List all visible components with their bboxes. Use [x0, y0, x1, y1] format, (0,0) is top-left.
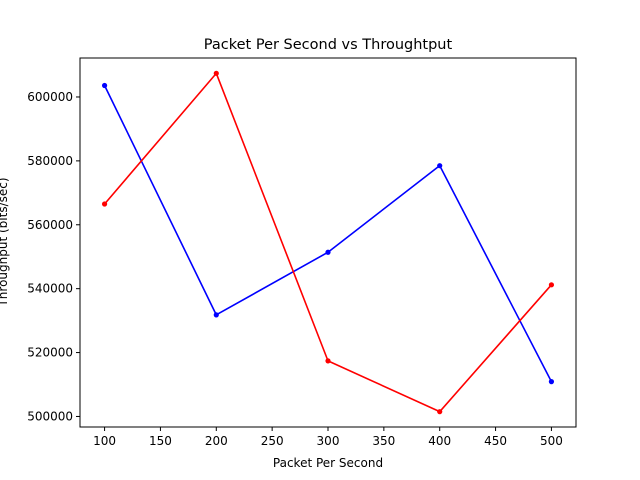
- y-tick-label: 500000: [27, 409, 73, 423]
- y-tick-label: 540000: [27, 282, 73, 296]
- series-2-point: [325, 358, 331, 364]
- x-tick-label: 200: [205, 434, 228, 448]
- series-2-point: [101, 201, 108, 207]
- y-tick-label: 580000: [27, 154, 73, 168]
- y-tick-label: 600000: [27, 90, 73, 104]
- chart-title: Packet Per Second vs Throughtput: [204, 37, 453, 53]
- x-tick-label: 500: [540, 434, 563, 448]
- series-1-point: [325, 249, 331, 255]
- series-1-point: [101, 82, 108, 89]
- series-1-line: [103, 85, 553, 382]
- x-tick-label: 450: [484, 434, 507, 448]
- x-axis-label: Packet Per Second: [273, 456, 383, 470]
- series-2-point: [213, 70, 219, 76]
- x-tick-label: 250: [261, 434, 284, 448]
- x-tick-label: 100: [93, 434, 116, 448]
- y-axis: 500000 520000 540000 560000 580000 600000: [27, 90, 80, 423]
- y-tick-label: 560000: [27, 218, 73, 232]
- y-axis-label: Throughput (bits/sec): [0, 177, 10, 307]
- y-tick-label: 520000: [27, 346, 73, 360]
- series-2-point: [437, 409, 443, 415]
- x-axis: 100 150 200 250 300 350 400 450 500: [93, 427, 563, 448]
- series-1-point: [548, 379, 555, 385]
- series-1-point: [437, 163, 443, 169]
- x-tick-label: 350: [372, 434, 395, 448]
- x-tick-label: 400: [428, 434, 451, 448]
- series-2-point: [548, 282, 555, 288]
- plot-frame: [79, 57, 577, 428]
- series-layer: [101, 70, 555, 415]
- x-tick-label: 150: [149, 434, 172, 448]
- series-1-point: [213, 312, 219, 318]
- x-tick-label: 300: [317, 434, 340, 448]
